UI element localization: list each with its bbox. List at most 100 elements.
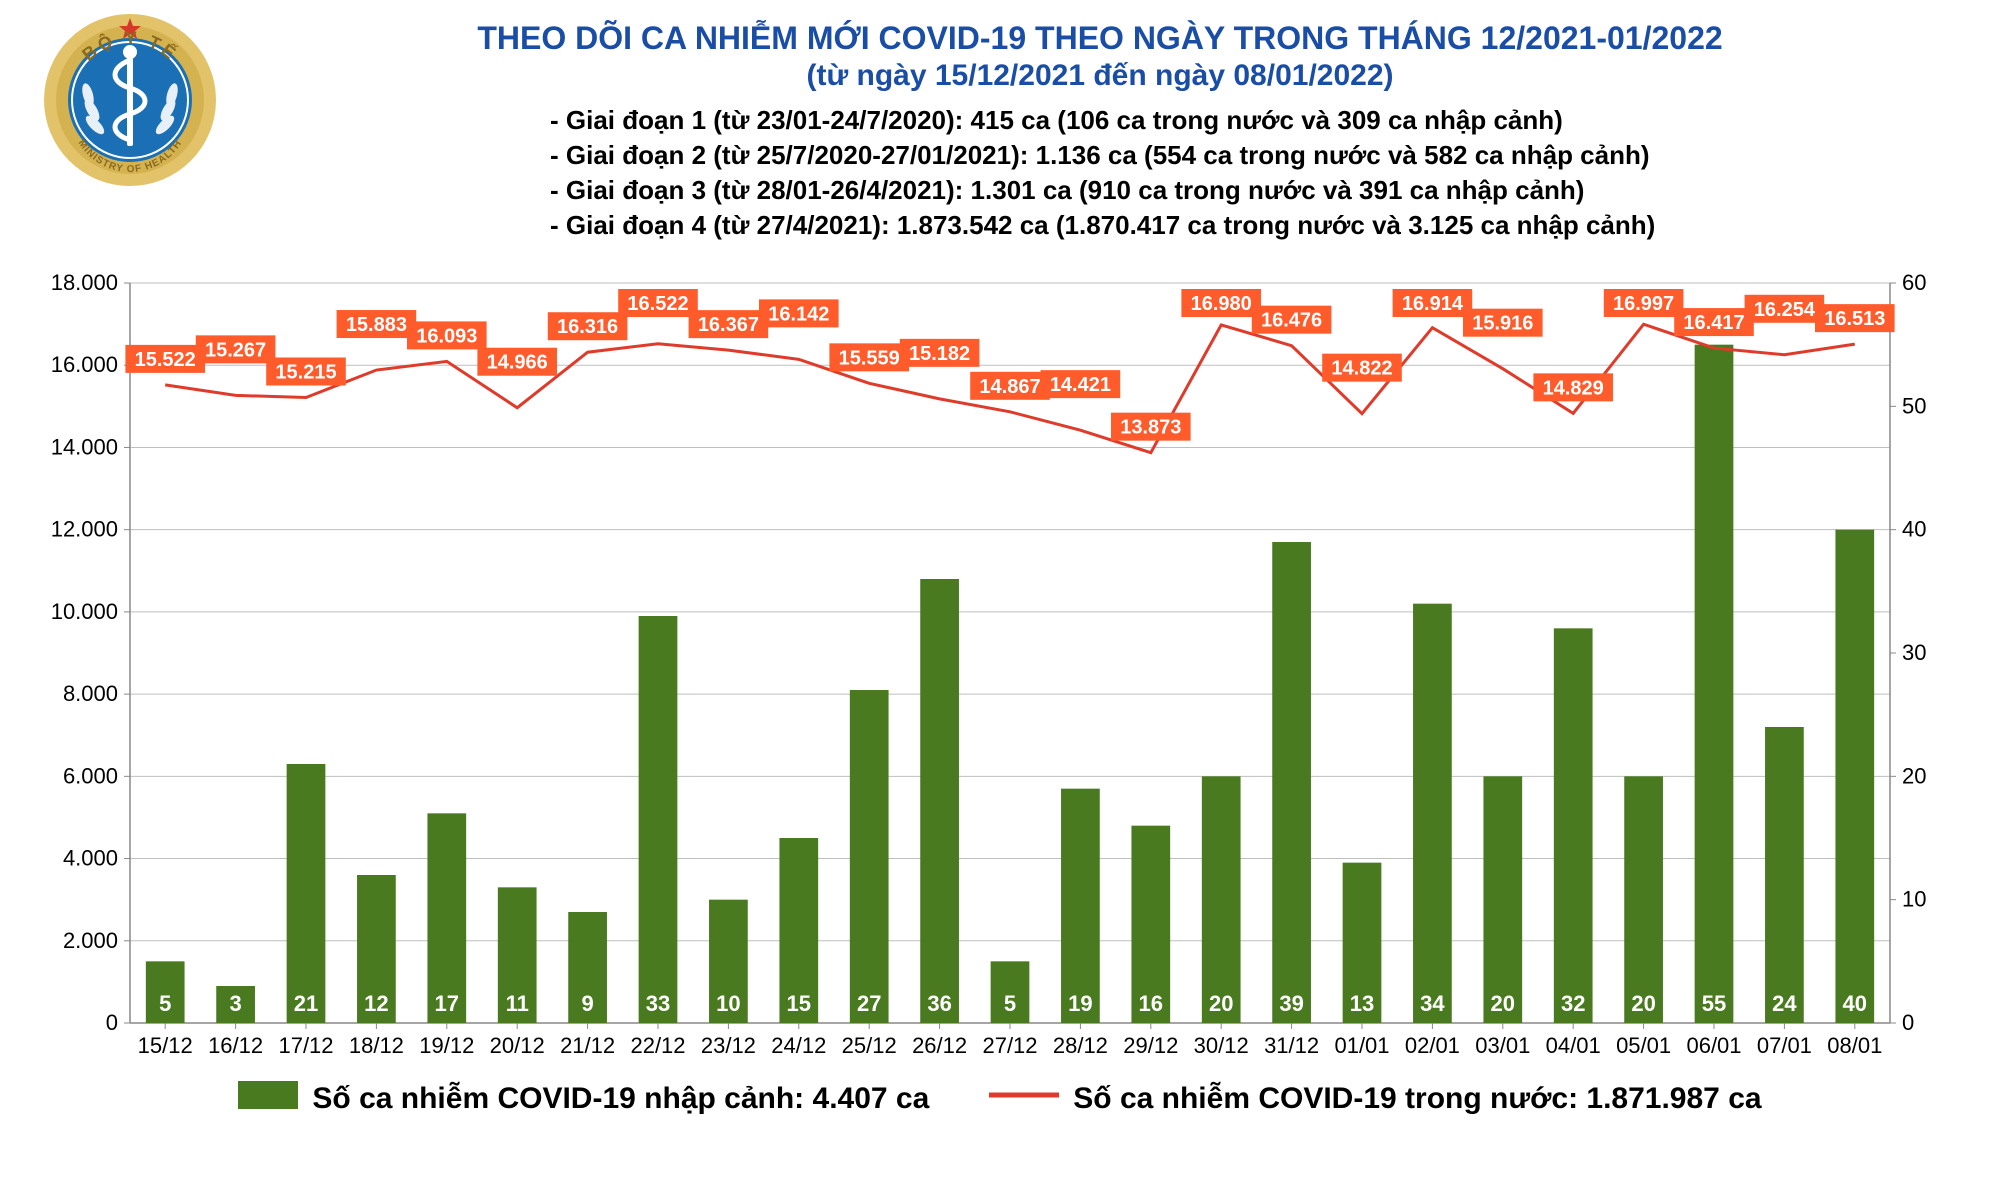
svg-text:15.182: 15.182 <box>909 343 970 365</box>
svg-text:9: 9 <box>581 991 593 1016</box>
svg-text:15.267: 15.267 <box>205 340 266 362</box>
svg-text:17: 17 <box>435 991 459 1016</box>
ministry-logo: BỘ Y TẾ MINISTRY OF HEALTH <box>40 10 220 195</box>
svg-text:32: 32 <box>1561 991 1585 1016</box>
svg-text:19: 19 <box>1068 991 1092 1016</box>
svg-text:2.000: 2.000 <box>63 928 118 953</box>
svg-text:40: 40 <box>1902 517 1926 542</box>
svg-text:3: 3 <box>229 991 241 1016</box>
svg-text:5: 5 <box>1004 991 1016 1016</box>
svg-text:15.559: 15.559 <box>839 348 900 370</box>
svg-text:40: 40 <box>1843 991 1867 1016</box>
svg-text:21/12: 21/12 <box>560 1033 615 1058</box>
svg-text:16: 16 <box>1139 991 1163 1016</box>
svg-text:16.522: 16.522 <box>627 293 688 315</box>
svg-text:23/12: 23/12 <box>701 1033 756 1058</box>
title-block: THEO DÕI CA NHIỄM MỚI COVID-19 THEO NGÀY… <box>240 20 1960 243</box>
svg-text:16.367: 16.367 <box>698 315 759 337</box>
svg-text:14.421: 14.421 <box>1050 375 1111 397</box>
svg-text:5: 5 <box>159 991 171 1016</box>
svg-text:0: 0 <box>106 1010 118 1035</box>
legend-bars-label: Số ca nhiễm COVID-19 nhập cảnh: 4.407 ca <box>312 1082 929 1116</box>
line-swatch-icon <box>989 1081 1059 1117</box>
svg-text:14.000: 14.000 <box>51 435 118 460</box>
bar-swatch-icon <box>238 1081 298 1117</box>
svg-text:03/01: 03/01 <box>1475 1033 1530 1058</box>
svg-text:30: 30 <box>1902 640 1926 665</box>
legend-line-label: Số ca nhiễm COVID-19 trong nước: 1.871.9… <box>1073 1082 1761 1116</box>
svg-text:11: 11 <box>506 991 529 1016</box>
svg-text:07/01: 07/01 <box>1757 1033 1812 1058</box>
svg-text:29/12: 29/12 <box>1123 1033 1178 1058</box>
svg-text:27/12: 27/12 <box>982 1033 1037 1058</box>
svg-text:10: 10 <box>1902 887 1926 912</box>
svg-text:8.000: 8.000 <box>63 681 118 706</box>
svg-text:16.997: 16.997 <box>1613 293 1674 315</box>
svg-text:20: 20 <box>1209 991 1233 1016</box>
svg-text:20: 20 <box>1902 764 1926 789</box>
svg-text:20: 20 <box>1491 991 1515 1016</box>
svg-text:27: 27 <box>857 991 881 1016</box>
svg-text:28/12: 28/12 <box>1053 1033 1108 1058</box>
phase-list: - Giai đoạn 1 (từ 23/01-24/7/2020): 415 … <box>550 103 1960 243</box>
svg-text:16.476: 16.476 <box>1261 310 1322 332</box>
svg-text:02/01: 02/01 <box>1405 1033 1460 1058</box>
svg-text:31/12: 31/12 <box>1264 1033 1319 1058</box>
svg-text:14.822: 14.822 <box>1331 358 1392 380</box>
svg-text:15.883: 15.883 <box>346 314 407 336</box>
svg-text:15.916: 15.916 <box>1472 313 1533 335</box>
svg-text:30/12: 30/12 <box>1194 1033 1249 1058</box>
legend-bars: Số ca nhiễm COVID-19 nhập cảnh: 4.407 ca <box>238 1081 929 1117</box>
svg-text:16.513: 16.513 <box>1824 309 1885 331</box>
chart-subtitle: (từ ngày 15/12/2021 đến ngày 08/01/2022) <box>240 59 1960 93</box>
legend: Số ca nhiễm COVID-19 nhập cảnh: 4.407 ca… <box>40 1081 1960 1117</box>
legend-line: Số ca nhiễm COVID-19 trong nước: 1.871.9… <box>989 1081 1761 1117</box>
svg-text:12.000: 12.000 <box>51 517 118 542</box>
svg-text:16.254: 16.254 <box>1754 299 1816 321</box>
svg-text:16.000: 16.000 <box>51 353 118 378</box>
svg-text:12: 12 <box>364 991 388 1016</box>
svg-text:22/12: 22/12 <box>630 1033 685 1058</box>
svg-text:10.000: 10.000 <box>51 599 118 624</box>
svg-text:24/12: 24/12 <box>771 1033 826 1058</box>
svg-text:15/12: 15/12 <box>138 1033 193 1058</box>
svg-text:08/01: 08/01 <box>1827 1033 1882 1058</box>
svg-text:14.867: 14.867 <box>979 376 1040 398</box>
phase-line: - Giai đoạn 1 (từ 23/01-24/7/2020): 415 … <box>550 103 1960 138</box>
svg-text:33: 33 <box>646 991 670 1016</box>
svg-text:19/12: 19/12 <box>419 1033 474 1058</box>
svg-text:16.980: 16.980 <box>1191 293 1252 315</box>
phase-line: - Giai đoạn 3 (từ 28/01-26/4/2021): 1.30… <box>550 173 1960 208</box>
svg-text:16.914: 16.914 <box>1402 293 1464 315</box>
svg-text:21: 21 <box>294 991 318 1016</box>
svg-text:18.000: 18.000 <box>51 270 118 295</box>
phase-line: - Giai đoạn 4 (từ 27/4/2021): 1.873.542 … <box>550 208 1960 243</box>
svg-text:0: 0 <box>1902 1010 1914 1035</box>
svg-text:24: 24 <box>1772 991 1797 1016</box>
chart-container: BỘ Y TẾ MINISTRY OF HEALTH THEO DÕI CA N… <box>40 20 1960 1117</box>
svg-text:01/01: 01/01 <box>1334 1033 1389 1058</box>
svg-text:06/01: 06/01 <box>1686 1033 1741 1058</box>
svg-text:17/12: 17/12 <box>278 1033 333 1058</box>
svg-text:13: 13 <box>1350 991 1374 1016</box>
svg-text:36: 36 <box>927 991 951 1016</box>
combo-chart: 0 2.000 4.000 6.000 8.000 10.000 12.000 14.000 1… <box>40 253 1960 1073</box>
svg-text:4.000: 4.000 <box>63 846 118 871</box>
svg-text:6.000: 6.000 <box>63 764 118 789</box>
svg-text:16/12: 16/12 <box>208 1033 263 1058</box>
svg-text:13.873: 13.873 <box>1120 417 1181 439</box>
svg-text:20/12: 20/12 <box>490 1033 545 1058</box>
svg-text:55: 55 <box>1702 991 1726 1016</box>
svg-text:16.417: 16.417 <box>1683 312 1744 334</box>
phase-line: - Giai đoạn 2 (từ 25/7/2020-27/01/2021):… <box>550 138 1960 173</box>
svg-text:15: 15 <box>787 991 811 1016</box>
svg-text:34: 34 <box>1420 991 1445 1016</box>
svg-text:05/01: 05/01 <box>1616 1033 1671 1058</box>
chart-area: 0 2.000 4.000 6.000 8.000 10.000 12.000 14.000 1… <box>40 253 1960 1073</box>
svg-text:60: 60 <box>1902 270 1926 295</box>
header: BỘ Y TẾ MINISTRY OF HEALTH THEO DÕI CA N… <box>40 20 1960 243</box>
svg-text:14.966: 14.966 <box>487 352 548 374</box>
svg-text:16.093: 16.093 <box>416 326 477 348</box>
svg-text:10: 10 <box>716 991 740 1016</box>
svg-text:04/01: 04/01 <box>1546 1033 1601 1058</box>
